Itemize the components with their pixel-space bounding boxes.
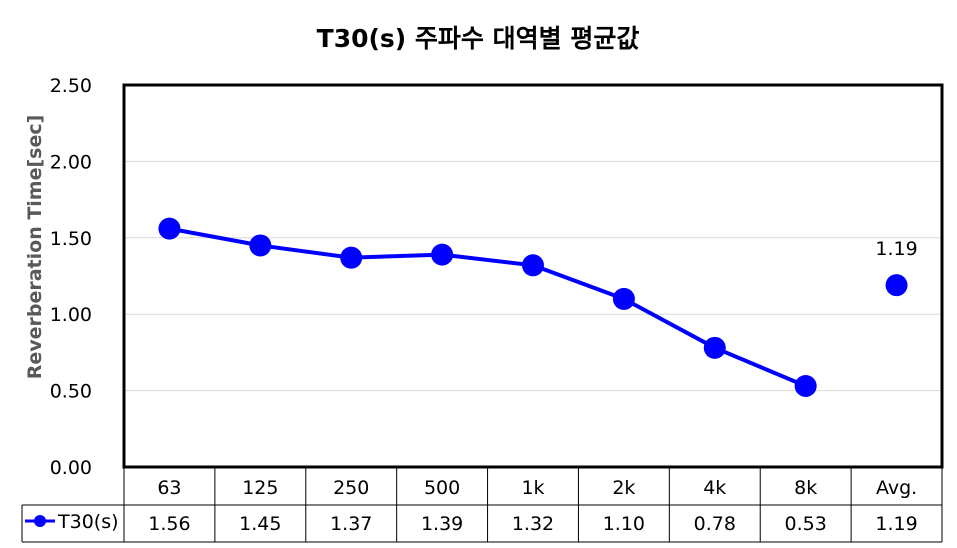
- plot-frame: [122, 83, 944, 469]
- x-tick-label: 1k: [521, 477, 544, 499]
- data-points: [158, 217, 908, 398]
- x-tick-label: 250: [333, 477, 369, 499]
- data-table-value: 0.78: [694, 513, 736, 535]
- data-point: [612, 287, 635, 310]
- series-line: [169, 226, 807, 388]
- y-tick-label: 2.50: [50, 75, 92, 97]
- legend-marker-swatch: [34, 515, 46, 527]
- data-label: 1.19: [875, 238, 917, 260]
- data-point: [703, 336, 726, 359]
- data-table-value: 1.39: [421, 513, 463, 535]
- y-axis-label: Reverberation Time[sec]: [24, 115, 46, 380]
- data-point: [158, 217, 181, 240]
- x-tick-label: 8k: [794, 477, 817, 499]
- y-tick-label: 2.00: [50, 151, 92, 173]
- x-tick-label: 500: [424, 477, 460, 499]
- data-point: [431, 243, 454, 266]
- series-lines: [169, 226, 807, 388]
- data-table-value: 1.19: [875, 513, 917, 535]
- y-tick-label: 0.00: [50, 457, 92, 479]
- data-table-value: 1.32: [512, 513, 554, 535]
- data-table-value: 1.10: [603, 513, 645, 535]
- data-table-value: 0.53: [785, 513, 827, 535]
- data-table-value: 1.45: [239, 513, 281, 535]
- data-point: [794, 375, 817, 398]
- x-tick-label: 4k: [703, 477, 726, 499]
- y-tick-label: 0.50: [50, 381, 92, 403]
- y-tick-labels: 0.00 0.50 1.00 1.50 2.00 2.50: [50, 75, 92, 479]
- x-tick-label: 2k: [612, 477, 635, 499]
- data-table: 63 125 250 500 1k 2k 4k 8k Avg. 1.56 1.45 1.37 1.39 1…: [21, 467, 943, 543]
- data-point: [885, 274, 908, 297]
- x-tick-label: 125: [242, 477, 278, 499]
- data-point: [249, 234, 272, 257]
- x-tick-label: Avg.: [876, 477, 917, 499]
- data-point: [522, 254, 544, 277]
- y-tick-label: 1.00: [50, 304, 92, 326]
- y-tick-label: 1.50: [50, 228, 92, 250]
- data-table-value: 1.56: [148, 513, 190, 535]
- chart-title: T30(s) 주파수 대역별 평균값: [317, 24, 640, 53]
- legend-series-name: T30(s): [57, 511, 119, 533]
- annotations: 1.19: [875, 238, 917, 260]
- data-table-value: 1.37: [330, 513, 372, 535]
- data-point: [340, 246, 363, 269]
- x-tick-label: 63: [157, 477, 181, 499]
